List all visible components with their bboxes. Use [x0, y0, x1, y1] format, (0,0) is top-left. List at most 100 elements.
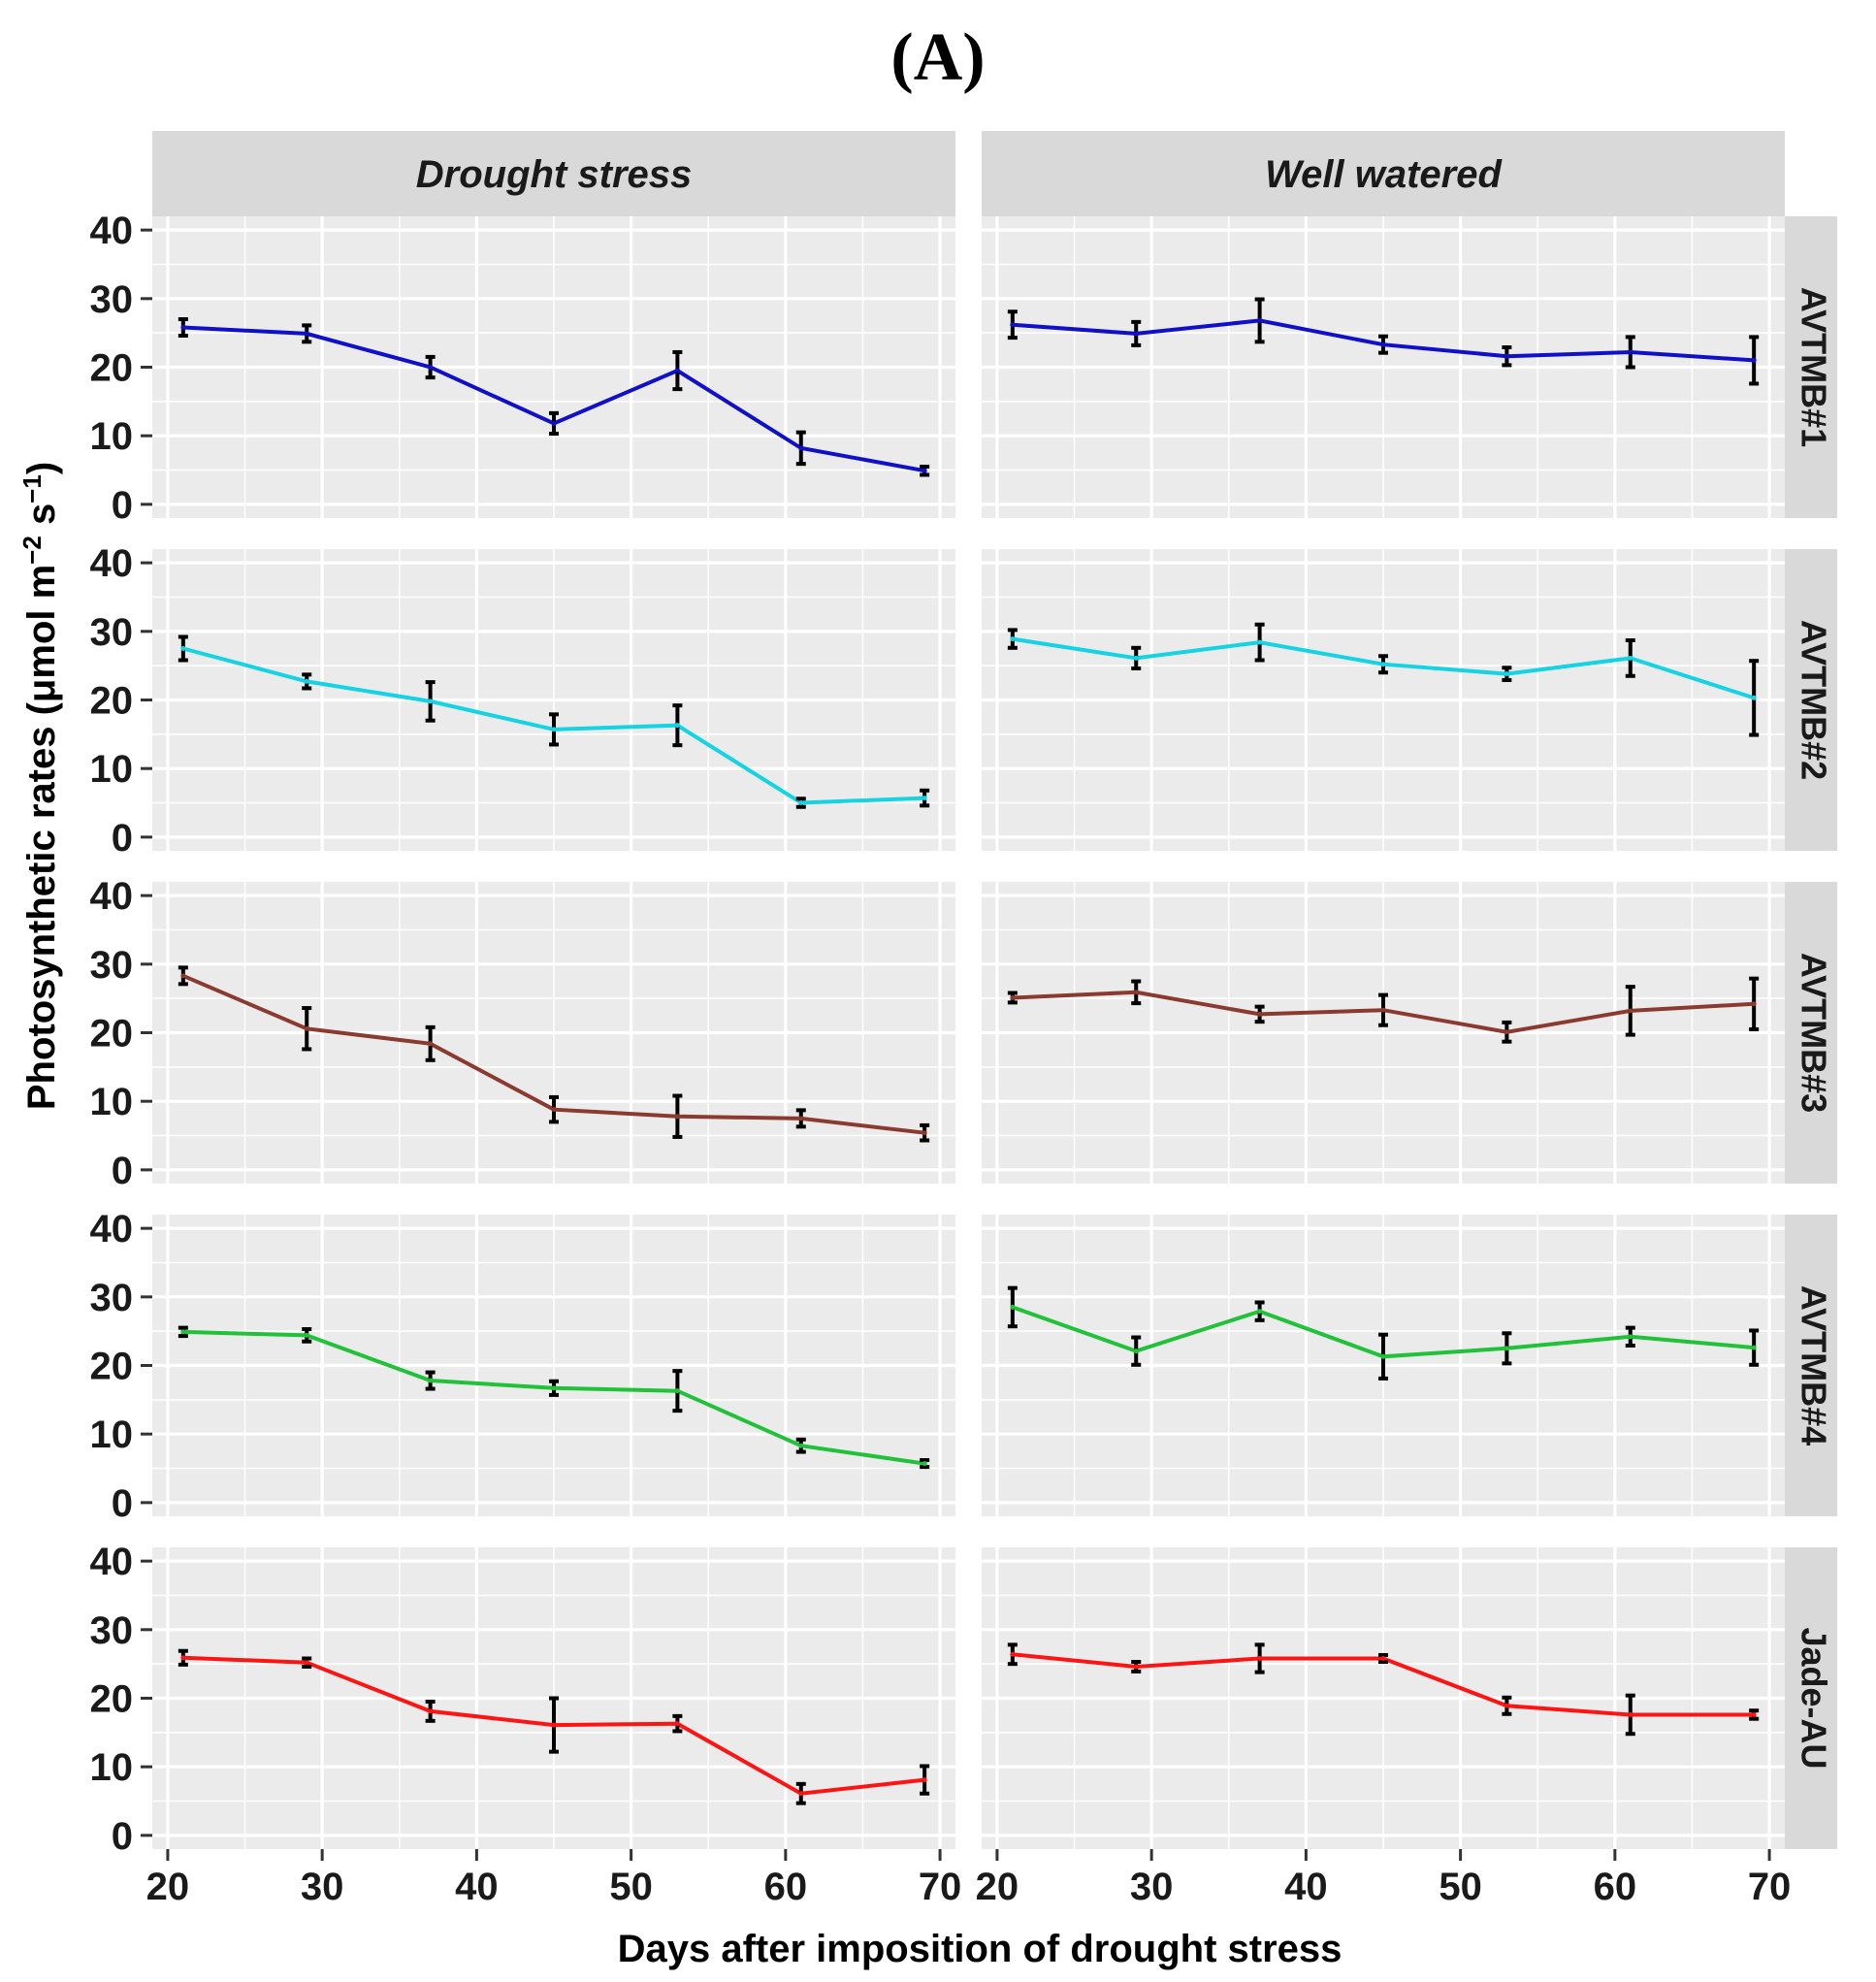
- data-point: [798, 1116, 804, 1121]
- x-tick-label: 40: [1284, 1866, 1328, 1908]
- data-point: [551, 1385, 557, 1391]
- data-point: [922, 1130, 927, 1136]
- x-tick-label: 50: [609, 1866, 653, 1908]
- column-strip-label: Drought stress: [416, 153, 693, 196]
- y-tick-label: 30: [90, 1609, 134, 1652]
- data-point: [674, 1721, 680, 1727]
- series-AVTMB#4-Drought stress: [178, 1325, 930, 1470]
- column-strip: [982, 131, 1785, 216]
- data-point: [304, 1025, 309, 1031]
- data-point: [551, 1107, 557, 1113]
- data-point: [1380, 1007, 1386, 1013]
- y-tick-label: 30: [90, 1277, 134, 1319]
- y-tick-label: 40: [90, 210, 134, 252]
- data-point: [1751, 357, 1757, 363]
- data-point: [180, 1329, 186, 1335]
- y-axis-title-main: Photosynthetic rates (μmol m: [20, 565, 63, 1110]
- data-point: [551, 1722, 557, 1728]
- data-point: [304, 1660, 309, 1666]
- data-point: [1133, 655, 1139, 661]
- data-point: [1257, 1656, 1263, 1662]
- series-AVTMB#2-Well watered: [1007, 622, 1760, 737]
- data-point: [551, 420, 557, 426]
- data-point: [1628, 1334, 1633, 1340]
- data-point: [1628, 1711, 1633, 1717]
- series-AVTMB#2-Drought stress: [178, 634, 930, 809]
- data-point: [1257, 1011, 1263, 1017]
- y-tick-label: 40: [90, 1541, 134, 1583]
- x-tick-label: 20: [146, 1866, 190, 1908]
- data-point: [180, 325, 186, 331]
- x-tick-label: 20: [976, 1866, 1019, 1908]
- data-point: [1751, 1345, 1757, 1350]
- data-point: [1010, 1304, 1016, 1310]
- figure-label: (A): [890, 20, 985, 95]
- series-AVTMB#3-Drought stress: [178, 965, 930, 1143]
- row-strip-label: AVTMB#2: [1794, 620, 1833, 780]
- data-point: [304, 678, 309, 684]
- series-Jade-AU-Well watered: [1007, 1642, 1760, 1737]
- data-point: [1751, 1001, 1757, 1007]
- column-strip: [152, 131, 955, 216]
- data-point: [428, 699, 434, 704]
- data-point: [674, 368, 680, 374]
- y-tick-label: 10: [90, 1413, 134, 1456]
- row-strip-label: AVTMB#4: [1794, 1285, 1833, 1446]
- data-point: [798, 1443, 804, 1448]
- data-point: [1380, 662, 1386, 667]
- x-tick-label: 30: [301, 1866, 344, 1908]
- data-point: [922, 1777, 927, 1783]
- y-tick-label: 0: [112, 1150, 133, 1192]
- y-axis-title-sup1: −2: [17, 536, 47, 565]
- y-axis-title-mid: s: [20, 504, 63, 536]
- row-strip: [1785, 1215, 1837, 1516]
- y-tick-label: 0: [112, 1815, 133, 1858]
- y-tick-label: 10: [90, 1081, 134, 1123]
- y-tick-label: 20: [90, 680, 134, 723]
- y-tick-label: 10: [90, 415, 134, 458]
- column-strip-label: Well watered: [1265, 153, 1503, 196]
- data-point: [674, 1114, 680, 1120]
- data-point: [180, 645, 186, 651]
- y-tick-label: 10: [90, 748, 134, 791]
- data-point: [428, 365, 434, 370]
- data-point: [180, 1655, 186, 1661]
- data-point: [1504, 1029, 1509, 1035]
- y-tick-label: 40: [90, 875, 134, 918]
- x-tick-label: 50: [1439, 1866, 1482, 1908]
- y-tick-label: 40: [90, 542, 134, 585]
- data-point: [798, 800, 804, 806]
- y-tick-label: 20: [90, 1678, 134, 1721]
- data-point: [674, 1388, 680, 1394]
- y-axis-title: Photosynthetic rates (μmol m−2 s−1): [17, 462, 63, 1110]
- y-tick-label: 30: [90, 944, 134, 987]
- data-point: [798, 445, 804, 451]
- x-tick-label: 70: [919, 1866, 962, 1908]
- data-point: [1257, 317, 1263, 323]
- data-point: [1257, 639, 1263, 645]
- data-point: [428, 1378, 434, 1383]
- data-point: [1628, 655, 1633, 661]
- row-strip: [1785, 549, 1837, 851]
- x-tick-label: 60: [764, 1866, 808, 1908]
- y-tick-label: 40: [90, 1208, 134, 1251]
- data-point: [1380, 1656, 1386, 1662]
- x-tick-label: 30: [1130, 1866, 1174, 1908]
- data-point: [1628, 349, 1633, 355]
- x-tick-label: 70: [1748, 1866, 1792, 1908]
- data-point: [1257, 1309, 1263, 1315]
- data-point: [304, 1332, 309, 1338]
- row-strip-label: AVTMB#3: [1794, 953, 1833, 1113]
- row-strip: [1785, 882, 1837, 1184]
- y-axis-title-end: ): [20, 462, 63, 474]
- data-point: [1751, 1711, 1757, 1717]
- series-AVTMB#1-Drought stress: [178, 317, 930, 477]
- data-point: [428, 1041, 434, 1047]
- data-point: [1380, 1353, 1386, 1359]
- row-strip: [1785, 216, 1837, 518]
- data-point: [798, 1791, 804, 1797]
- y-tick-label: 10: [90, 1746, 134, 1789]
- y-tick-label: 0: [112, 484, 133, 527]
- data-point: [922, 1461, 927, 1467]
